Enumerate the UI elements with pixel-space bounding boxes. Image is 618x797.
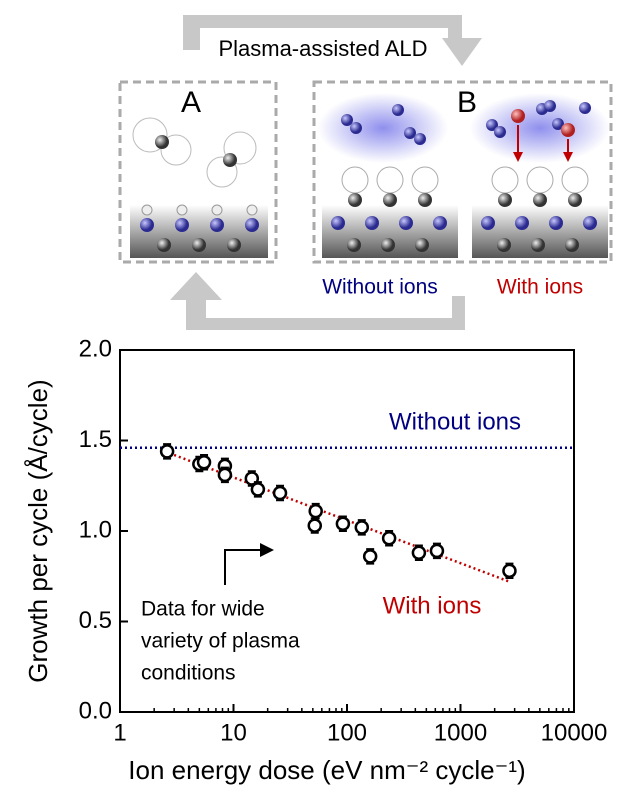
data-point xyxy=(307,518,323,533)
with-ions-label: With ions xyxy=(497,276,583,299)
ions xyxy=(511,109,575,162)
y-tick-label: 0.0 xyxy=(79,697,112,724)
data-point xyxy=(502,563,517,579)
x-tick-label: 100 xyxy=(327,719,367,746)
cycle-arrow-bottom xyxy=(170,272,465,330)
annotation: conditions xyxy=(141,662,236,685)
annotation: variety of plasma xyxy=(141,630,300,653)
substrate-atoms xyxy=(140,166,597,252)
panel-a-box xyxy=(118,80,278,264)
x-axis-label: Ion energy dose (eV nm⁻² cycle⁻¹) xyxy=(128,755,525,785)
schematic: Plasma-assisted ALD A B Without ions Wit… xyxy=(118,15,613,330)
x-tick-label: 1 xyxy=(113,719,126,746)
trend-label: With ions xyxy=(383,592,482,619)
y-tick-label: 1.0 xyxy=(79,516,112,543)
panel-b-box xyxy=(312,80,613,264)
cycle-label: Plasma-assisted ALD xyxy=(218,36,427,61)
y-axis-label: Growth per cycle (Å/cycle) xyxy=(23,379,53,682)
plasma-glow xyxy=(318,93,448,163)
without-ions-label: Without ions xyxy=(322,276,438,299)
data-point xyxy=(196,454,212,470)
y-tick-label: 1.5 xyxy=(79,426,112,453)
chart: 0.0 0.5 1.0 1.5 2.0 1 10 100 1000 10000 Ion energy… xyxy=(23,335,608,785)
data-point xyxy=(159,444,175,459)
data-point xyxy=(411,545,427,560)
data-point xyxy=(429,543,445,559)
radicals xyxy=(341,100,591,145)
data-point xyxy=(335,516,351,532)
x-tick-label: 1000 xyxy=(434,719,487,746)
cycle-arrow-top xyxy=(186,15,482,66)
data-point xyxy=(354,520,370,535)
y-tick-label: 2.0 xyxy=(79,335,112,362)
x-tick-label: 10000 xyxy=(541,719,608,746)
data-point xyxy=(250,482,266,497)
reference-label: Without ions xyxy=(389,408,521,435)
panel-label: B xyxy=(457,86,477,119)
data-point xyxy=(217,467,233,483)
precursor-molecules xyxy=(132,117,257,188)
plot-frame xyxy=(119,349,575,713)
x-tick-label: 10 xyxy=(220,719,247,746)
annotation-arrowhead xyxy=(260,543,274,557)
data-point xyxy=(272,485,288,501)
data-point xyxy=(381,530,397,546)
annotation: Data for wide xyxy=(141,598,265,621)
data-point xyxy=(362,549,378,564)
data-point xyxy=(308,503,323,519)
y-tick-label: 0.5 xyxy=(79,607,112,634)
panel-label: A xyxy=(181,86,201,119)
annotation-arrow xyxy=(224,549,262,585)
plasma-glow xyxy=(470,93,610,163)
